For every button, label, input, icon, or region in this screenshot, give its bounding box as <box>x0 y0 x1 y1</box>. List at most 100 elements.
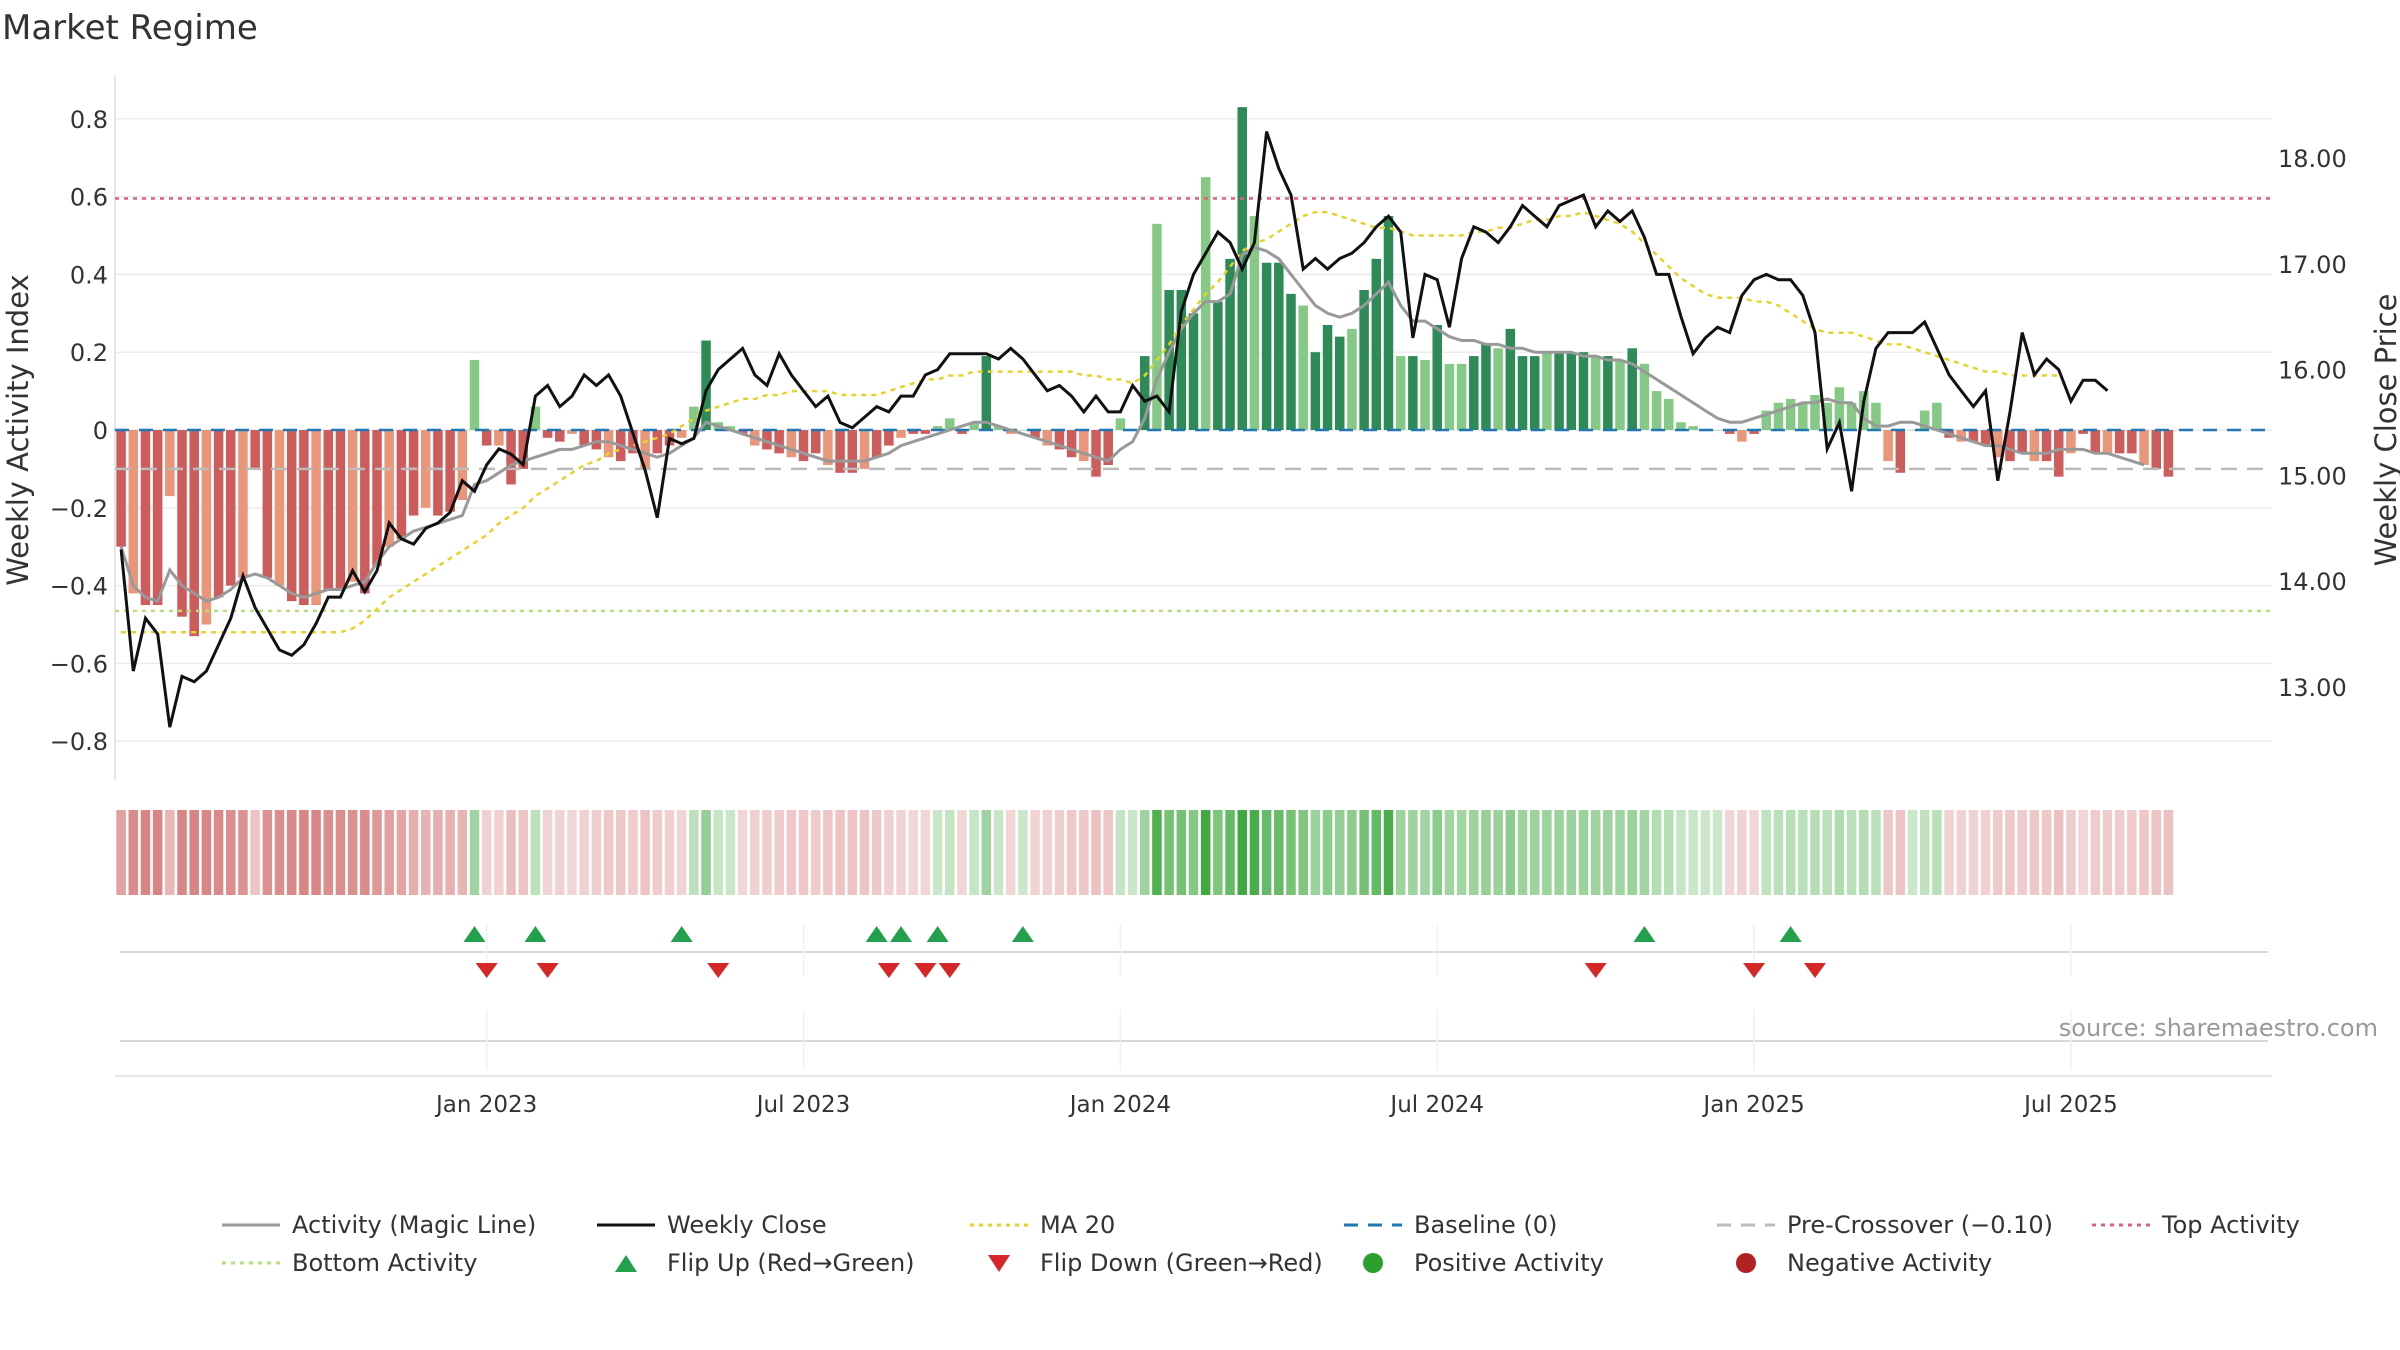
magic-line <box>119 245 2145 604</box>
activity-bar <box>1932 402 1942 430</box>
regime-strip-cell <box>1103 810 1113 895</box>
activity-bar <box>152 430 163 606</box>
activity-bar <box>981 356 992 430</box>
activity-bar <box>2127 430 2137 454</box>
y-tick-label: −0.8 <box>50 728 108 756</box>
activity-bar <box>567 430 577 434</box>
activity-bar <box>1785 398 1796 430</box>
regime-strip-cell <box>1895 810 1906 895</box>
activity-bar <box>1481 344 1491 430</box>
regime-strip-cell <box>2053 810 2064 895</box>
regime-strip-cell <box>360 810 370 895</box>
regime-strip-cell <box>238 810 248 895</box>
regime-strip-cell <box>1225 810 1235 895</box>
regime-strip-cell <box>1420 810 1430 895</box>
regime-strip-cell <box>1639 810 1650 895</box>
regime-strip-cell <box>567 810 577 895</box>
regime-strip-cell <box>1859 810 1869 895</box>
activity-bar <box>226 430 236 586</box>
activity-bar <box>140 430 151 606</box>
activity-bar <box>189 430 199 637</box>
activity-bar <box>1042 430 1053 446</box>
regime-strip-cell <box>798 810 809 895</box>
regime-strip-cell <box>1249 810 1260 895</box>
legend-label: Flip Down (Green→Red) <box>1040 1249 1323 1277</box>
activity-bar <box>2078 430 2088 434</box>
activity-bar <box>518 430 528 469</box>
y-tick-label: 0.4 <box>70 261 108 289</box>
activity-bar <box>1152 223 1162 430</box>
activity-bar <box>591 430 602 450</box>
regime-strip-cell <box>1456 810 1467 895</box>
activity-bar <box>628 430 638 454</box>
legend-label: Baseline (0) <box>1414 1211 1558 1239</box>
regime-strip-cell <box>1237 810 1247 895</box>
activity-bar <box>1347 328 1357 430</box>
activity-bar <box>1980 430 1991 446</box>
regime-strip-cell <box>1749 810 1759 895</box>
regime-strip-cell <box>396 810 407 895</box>
dot-green-icon <box>1363 1253 1383 1273</box>
legend: Activity (Magic Line) Weekly Close MA 20 Ba… <box>0 1200 2400 1280</box>
dotted-yellow-icon <box>970 1223 1028 1227</box>
flip-up-marker <box>463 926 486 942</box>
regime-strip-cell <box>1152 810 1162 895</box>
regime-strip-cell <box>725 810 736 895</box>
regime-strip-cell <box>1432 810 1442 895</box>
regime-strip-cell <box>859 810 870 895</box>
regime-strip-cell <box>1505 810 1516 895</box>
activity-bar <box>603 430 614 458</box>
activity-bar <box>896 430 906 438</box>
regime-strip-cell <box>1883 810 1893 895</box>
y2-axis-label: Weekly Close Price <box>2369 294 2400 567</box>
flip-up-marker <box>890 926 913 942</box>
activity-bar <box>1883 430 1893 462</box>
legend-label: Weekly Close <box>667 1211 827 1239</box>
activity-bar <box>786 430 797 458</box>
activity-bar <box>2066 430 2076 454</box>
regime-strip-cell <box>445 810 455 895</box>
regime-strip-cell <box>335 810 346 895</box>
activity-bar <box>1091 430 1101 477</box>
activity-bar <box>1286 293 1296 430</box>
x-tick-label: Jan 2025 <box>1701 1092 1804 1118</box>
regime-strip-cell <box>2017 810 2027 895</box>
activity-bar <box>1261 262 1272 430</box>
regime-strip-cell <box>1408 810 1418 895</box>
activity-bar <box>725 426 736 430</box>
activity-bar <box>347 430 358 582</box>
activity-bar <box>286 430 297 602</box>
regime-strip-cell <box>2151 810 2161 895</box>
regime-strip-cell <box>628 810 638 895</box>
regime-strip-cell <box>2078 810 2088 895</box>
activity-bar <box>1371 258 1382 430</box>
x-tick-label: Jul 2023 <box>755 1092 851 1118</box>
regime-strip-cell <box>689 810 699 895</box>
activity-bar <box>433 430 443 516</box>
activity-bar <box>165 430 175 497</box>
activity-bar <box>274 430 285 586</box>
activity-bar <box>2151 430 2161 469</box>
activity-bar <box>774 430 784 454</box>
regime-strip-cell <box>1164 810 1174 895</box>
activity-bar <box>323 430 334 590</box>
regime-strip-cell <box>1980 810 1991 895</box>
activity-bar <box>2102 430 2113 454</box>
activity-bar <box>408 430 419 516</box>
regime-strip-cell <box>2029 810 2040 895</box>
regime-strip-cell <box>786 810 797 895</box>
activity-bar <box>993 426 1004 430</box>
activity-bar <box>1432 324 1442 430</box>
activity-bar <box>920 430 931 434</box>
flip-down-marker <box>938 963 961 978</box>
activity-bar <box>1249 216 1260 430</box>
regime-strip-cell <box>384 810 394 895</box>
regime-strip-cell <box>274 810 285 895</box>
activity-bar <box>1676 422 1686 430</box>
activity-bar <box>177 430 187 617</box>
y-tick-label: −0.4 <box>50 573 108 601</box>
legend-item: Bottom Activity <box>220 1246 477 1280</box>
activity-bar <box>2017 430 2027 454</box>
regime-strip-cell <box>165 810 175 895</box>
regime-strip-cell <box>1274 810 1284 895</box>
